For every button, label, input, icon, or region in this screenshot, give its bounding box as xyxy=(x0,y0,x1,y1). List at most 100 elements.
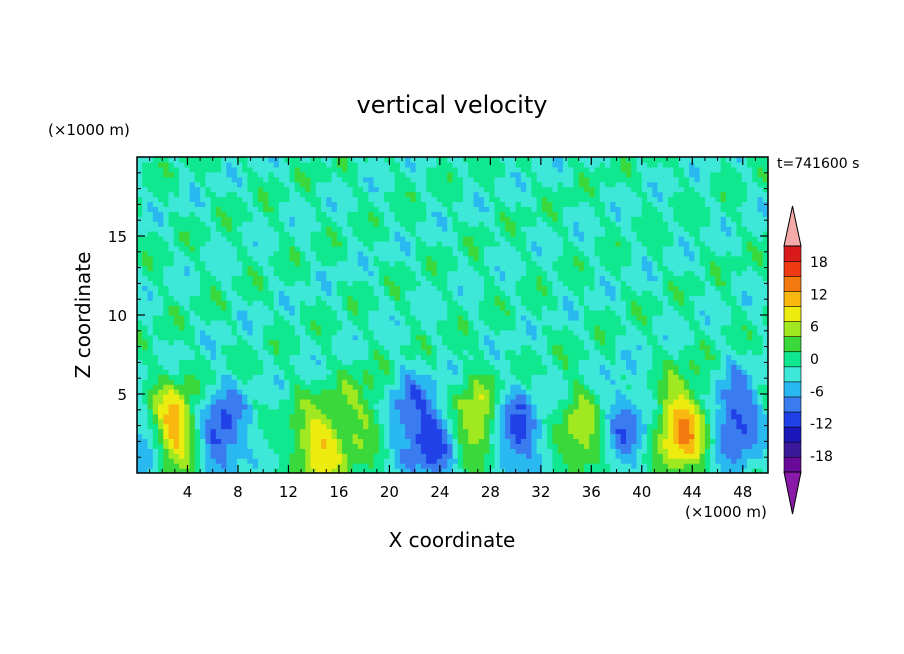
field-cell xyxy=(368,157,375,163)
field-cell xyxy=(289,354,296,361)
field-cell xyxy=(420,280,427,286)
field-cell xyxy=(405,285,412,291)
field-cell xyxy=(526,290,532,296)
field-cell xyxy=(352,216,359,222)
field-cell xyxy=(389,196,396,203)
field-cell xyxy=(531,359,538,365)
field-cell xyxy=(294,458,301,464)
field-cell xyxy=(184,448,191,454)
field-cell xyxy=(520,438,527,444)
field-cell xyxy=(168,349,175,356)
field-cell xyxy=(441,359,448,365)
field-cell xyxy=(505,300,511,306)
field-cell xyxy=(484,324,490,331)
field-cell xyxy=(263,369,270,375)
field-cell xyxy=(494,319,501,326)
field-cell xyxy=(163,418,170,425)
field-cell xyxy=(194,428,201,435)
field-cell xyxy=(373,364,380,370)
field-cell xyxy=(489,384,496,390)
field-cell xyxy=(415,394,422,400)
field-cell xyxy=(399,176,406,183)
field-cell xyxy=(405,408,412,415)
field-cell xyxy=(158,290,164,296)
field-cell xyxy=(494,438,501,444)
field-cell xyxy=(405,295,412,301)
field-cell xyxy=(457,201,464,207)
field-cell xyxy=(378,270,385,277)
field-cell xyxy=(536,161,543,168)
field-cell xyxy=(221,364,227,370)
field-cell xyxy=(394,339,401,346)
field-cell xyxy=(526,240,532,247)
field-cell xyxy=(515,176,522,183)
field-cell xyxy=(515,349,522,356)
field-cell xyxy=(310,181,317,188)
field-cell xyxy=(447,250,454,257)
field-cell xyxy=(173,349,180,356)
field-cell xyxy=(399,166,406,173)
field-cell xyxy=(284,245,291,252)
field-cell xyxy=(247,463,254,469)
field-cell xyxy=(363,221,369,227)
field-cell xyxy=(315,403,322,410)
field-cell xyxy=(226,448,233,454)
field-cell xyxy=(315,275,322,282)
field-cell xyxy=(284,270,291,277)
field-cell xyxy=(526,324,532,331)
field-cell xyxy=(152,408,159,415)
field-cell xyxy=(289,349,296,356)
field-cell xyxy=(226,270,233,277)
field-cell xyxy=(489,364,496,370)
field-cell xyxy=(541,453,548,459)
field-cell xyxy=(384,240,390,247)
field-cell xyxy=(468,166,475,173)
field-cell xyxy=(505,157,511,163)
field-cell xyxy=(226,285,233,291)
field-cell xyxy=(405,265,412,272)
field-cell xyxy=(231,260,238,267)
field-cell xyxy=(263,221,270,227)
field-cell xyxy=(252,319,259,326)
field-cell xyxy=(541,310,548,316)
field-cell xyxy=(336,240,343,247)
field-cell xyxy=(331,240,338,247)
field-cell xyxy=(158,295,164,301)
field-cell xyxy=(273,270,280,277)
field-cell xyxy=(441,300,448,306)
field-cell xyxy=(420,408,427,415)
field-cell xyxy=(137,433,143,440)
field-cell xyxy=(515,270,522,277)
field-cell xyxy=(378,423,385,430)
field-cell xyxy=(510,423,517,430)
field-cell xyxy=(278,240,285,247)
field-cell xyxy=(210,433,217,440)
field-cell xyxy=(305,458,312,464)
field-cell xyxy=(394,285,401,291)
field-cell xyxy=(173,191,180,198)
field-cell xyxy=(310,398,317,405)
field-cell xyxy=(278,250,285,257)
field-cell xyxy=(473,334,480,341)
field-cell xyxy=(505,359,511,365)
field-cell xyxy=(231,408,238,415)
field-cell xyxy=(289,403,296,410)
field-cell xyxy=(189,463,196,469)
field-cell xyxy=(484,389,490,395)
field-cell xyxy=(410,408,417,415)
field-cell xyxy=(236,221,243,227)
field-cell xyxy=(294,324,301,331)
field-cell xyxy=(399,339,406,346)
field-cell xyxy=(257,468,264,473)
field-cell xyxy=(505,448,511,454)
field-cell xyxy=(294,453,301,459)
field-cell xyxy=(273,354,280,361)
field-cell xyxy=(457,453,464,459)
field-cell xyxy=(347,191,354,198)
field-cell xyxy=(347,394,354,400)
field-cell xyxy=(147,157,154,163)
field-cell xyxy=(163,176,170,183)
field-cell xyxy=(541,315,548,321)
field-cell xyxy=(173,305,180,311)
field-cell xyxy=(273,319,280,326)
